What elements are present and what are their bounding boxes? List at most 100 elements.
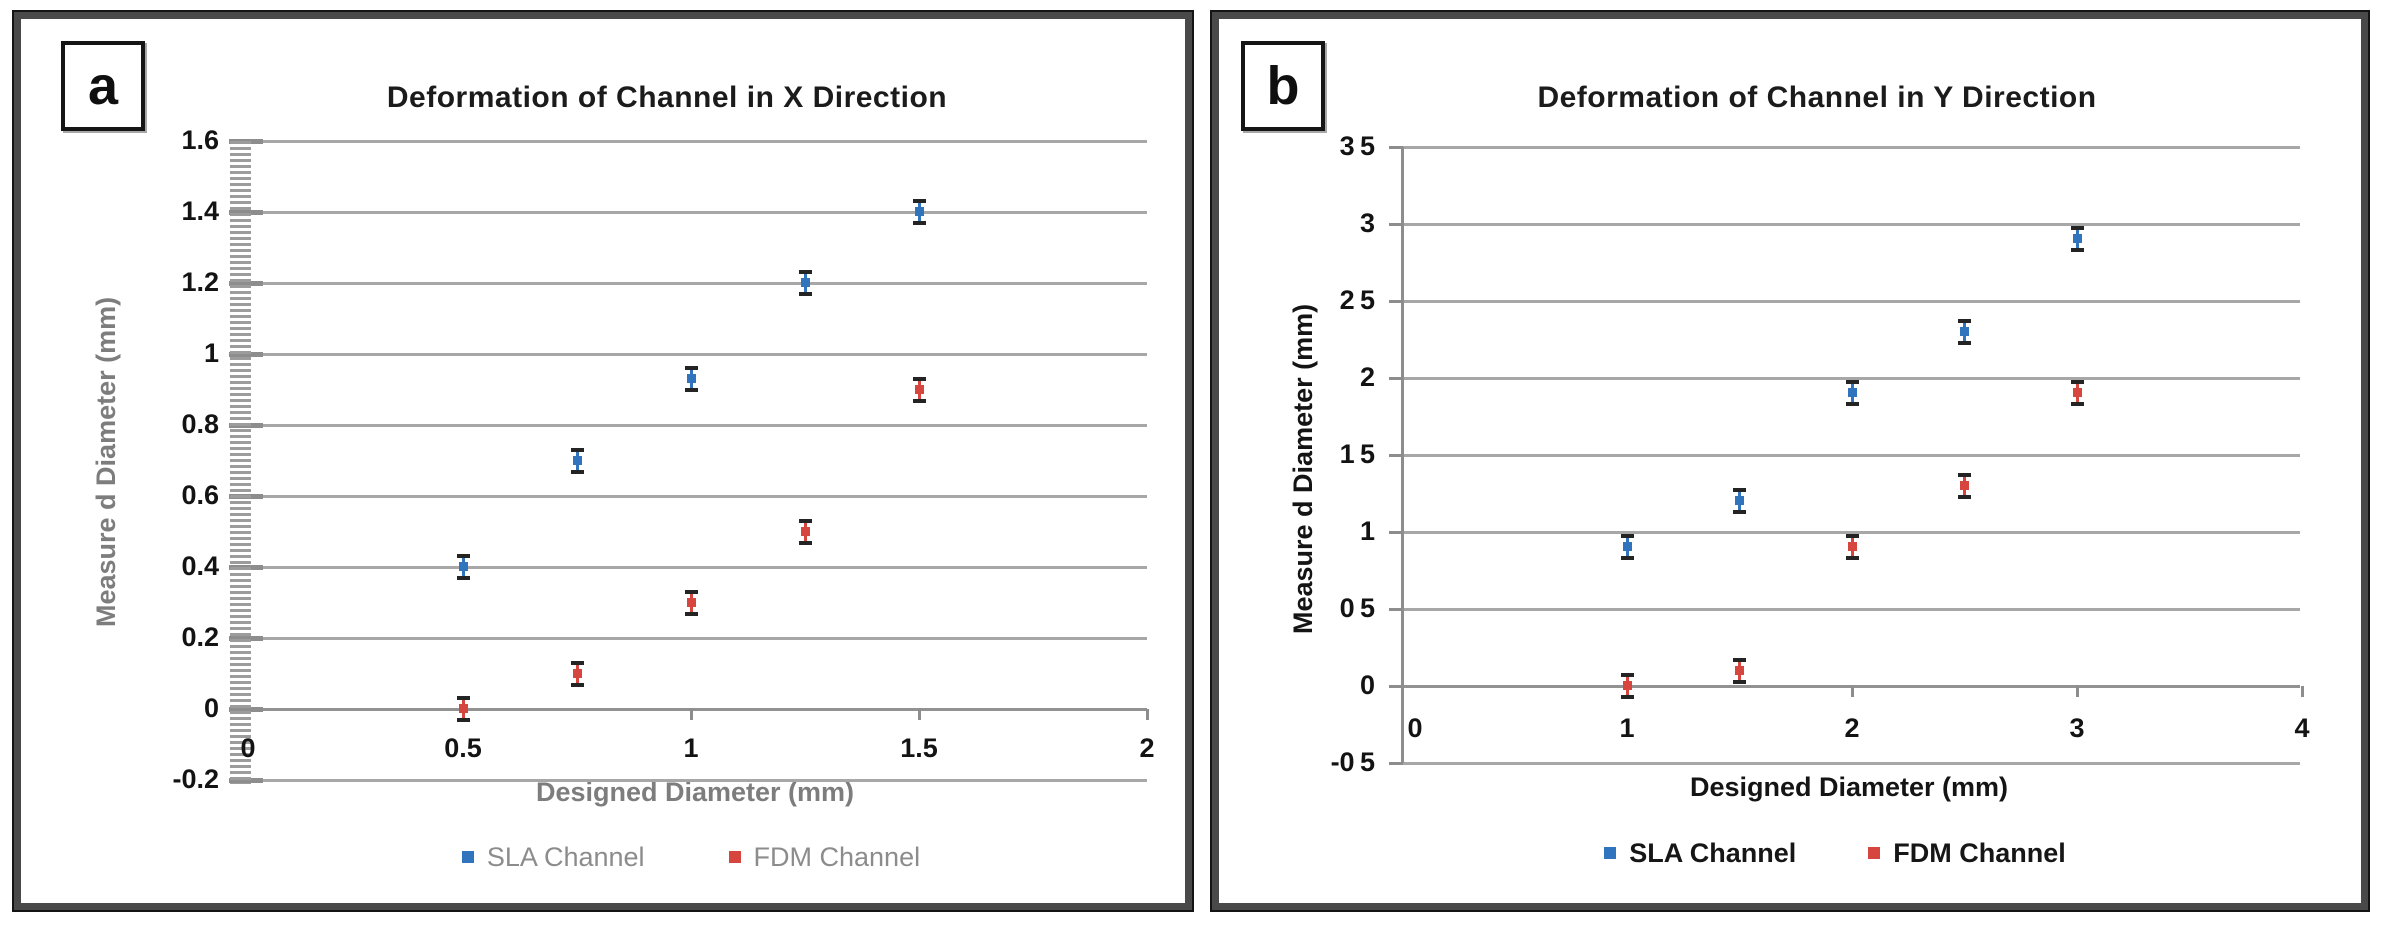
x-tick-mark: [2300, 686, 2304, 697]
data-point-fdm: [570, 660, 584, 687]
error-cap-top: [684, 589, 698, 594]
gridline-h: [235, 210, 1147, 214]
error-cap-top: [456, 696, 470, 700]
marker-square: [914, 384, 924, 394]
x-tick-label: 1: [683, 733, 699, 763]
y-tick-mark: [1389, 684, 1403, 688]
gridline-h: [235, 565, 1147, 569]
marker-square: [1622, 681, 1632, 690]
y-tick-label: -0 5: [1330, 747, 1375, 777]
error-cap-top: [1620, 673, 1634, 677]
y-tick-label: 2: [1359, 362, 1375, 392]
x-tick-label: 0.5: [444, 733, 482, 763]
data-point-sla: [912, 199, 926, 225]
marker-square: [458, 704, 468, 713]
error-cap-top: [1958, 318, 1971, 323]
data-point-fdm: [1620, 673, 1634, 699]
error-cap-top: [1620, 534, 1634, 539]
y-tick-label: 0: [1359, 670, 1375, 700]
error-cap-top: [2070, 380, 2084, 385]
y-tick-label: 0.2: [181, 622, 219, 652]
marker-square: [1622, 542, 1632, 552]
gridline-h: [235, 636, 1147, 640]
data-point-fdm: [1845, 534, 1859, 561]
y-tick-mark: [1389, 222, 1403, 226]
marker-square: [572, 668, 582, 678]
panel-a: a Deformation of Channel in X Direction …: [12, 10, 1194, 912]
gridline-h: [1402, 145, 2300, 149]
error-cap-bottom: [798, 292, 812, 296]
error-cap-top: [456, 554, 470, 558]
y-tick-label: 1.2: [181, 267, 219, 297]
error-cap-bottom: [570, 469, 584, 474]
error-cap-top: [570, 447, 584, 452]
legend-item-sla: SLA Channel: [461, 842, 645, 873]
error-cap-bottom: [456, 718, 470, 722]
data-point-sla: [1620, 534, 1634, 561]
marker-square: [458, 562, 468, 571]
panel-a-inner: a Deformation of Channel in X Direction …: [21, 19, 1185, 903]
legend-a: SLA Channel FDM Channel: [191, 837, 1191, 877]
legend-label-sla: SLA Channel: [1629, 837, 1797, 868]
y-axis-minor-ticks: [230, 141, 251, 784]
x-tick-label: 1.5: [900, 733, 938, 763]
error-cap-bottom: [798, 540, 812, 545]
error-cap-top: [912, 376, 926, 381]
data-point-fdm: [1733, 657, 1746, 684]
panel-letter-box-b: b: [1241, 41, 1325, 131]
legend-swatch-sla: [1604, 847, 1617, 859]
x-tick-mark: [1145, 709, 1149, 720]
x-tick-label: 1: [1619, 713, 1635, 743]
error-cap-top: [1733, 657, 1746, 662]
y-tick-label: 1: [203, 338, 219, 368]
x-tick-label: 4: [2294, 713, 2310, 743]
gridline-h: [1402, 761, 2300, 765]
marker-square: [800, 526, 810, 536]
gridline-h: [235, 423, 1147, 427]
marker-square: [572, 455, 582, 465]
legend-label-fdm: FDM Channel: [753, 841, 921, 872]
x-tick-mark: [917, 709, 921, 720]
y-tick-mark: [1389, 453, 1403, 457]
error-cap-bottom: [684, 611, 698, 616]
panel-b-inner: b Deformation of Channel in Y Direction …: [1219, 19, 2361, 903]
error-cap-top: [1958, 472, 1971, 477]
error-cap-top: [1845, 534, 1859, 539]
error-cap-top: [2070, 226, 2084, 231]
data-point-fdm: [684, 589, 698, 616]
x-tick-mark: [689, 709, 693, 720]
gridline-h: [1402, 453, 2300, 457]
error-cap-bottom: [456, 576, 470, 580]
plot-area-a: 1.6 1.4 1.2 1 0.8 0.6 0.4 0.2 0 -0.2 0 0.5 1 1.5 2: [21, 19, 1185, 903]
data-point-fdm: [912, 376, 926, 403]
gridline-h: [1402, 222, 2300, 226]
legend-swatch-fdm: [728, 851, 741, 863]
gridline-h: [1402, 299, 2300, 303]
y-tick-mark: [1389, 530, 1403, 534]
legend-swatch-sla: [461, 851, 474, 863]
chart-title-a: Deformation of Channel in X Direction: [386, 81, 948, 114]
error-cap-bottom: [1958, 340, 1971, 345]
legend-item-fdm: FDM Channel: [1868, 838, 2066, 869]
error-cap-bottom: [1958, 494, 1971, 499]
gridline-h: [1402, 607, 2300, 611]
y-tick-label: 0.8: [181, 409, 219, 439]
y-tick-label: 2 5: [1339, 285, 1375, 315]
gridline-h: [1402, 376, 2300, 380]
error-cap-bottom: [1845, 556, 1859, 561]
marker-square: [1847, 542, 1857, 552]
data-point-sla: [1733, 488, 1746, 515]
data-point-sla: [1845, 380, 1859, 407]
panel-b: b Deformation of Channel in Y Direction …: [1210, 10, 2370, 912]
panel-letter-a: a: [87, 56, 119, 116]
data-point-sla: [570, 447, 584, 474]
y-tick-label: 0.4: [181, 551, 219, 581]
error-cap-top: [570, 660, 584, 665]
gridline-h: [235, 139, 1147, 143]
data-point-sla: [456, 554, 470, 580]
x-tick-mark: [2075, 686, 2079, 697]
error-cap-bottom: [2070, 248, 2084, 253]
error-cap-bottom: [1620, 556, 1634, 561]
error-cap-top: [798, 518, 812, 523]
